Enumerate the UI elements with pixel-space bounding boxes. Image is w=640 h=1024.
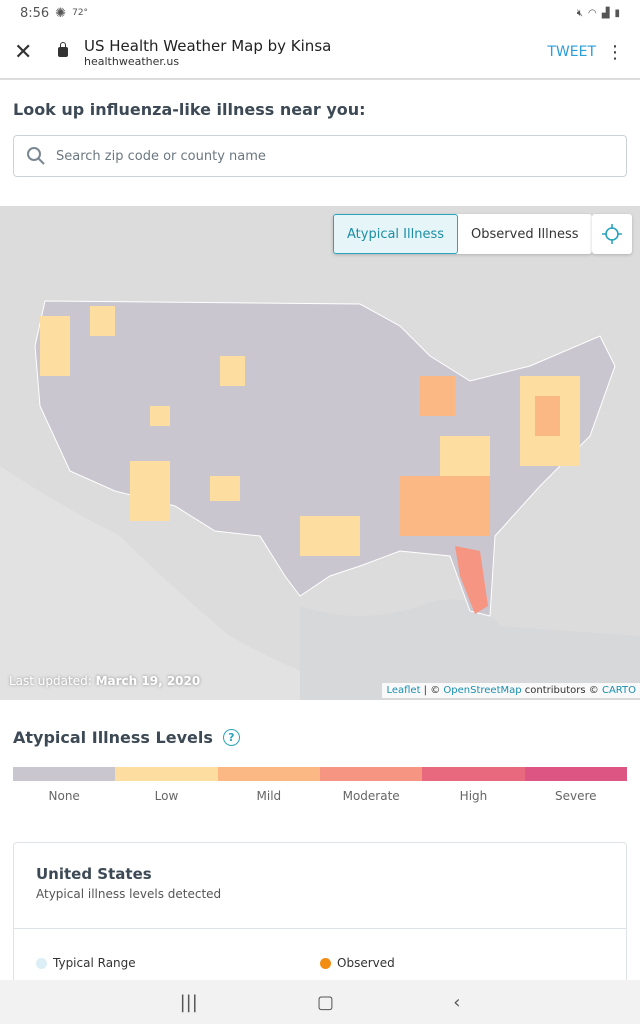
browser-toolbar: ✕ US Health Weather Map by Kinsa healthwe…	[0, 26, 640, 80]
levels-legend: Atypical Illness Levels? None Low Mild Mode…	[13, 728, 627, 803]
search-input[interactable]	[56, 148, 614, 164]
weather-icon: ✺	[55, 5, 67, 21]
lock-icon	[58, 42, 68, 57]
recent-apps-icon[interactable]: |||	[179, 991, 198, 1013]
status-bar: 8:56 ✺ 72° 🔇︎ ◠ ▟ ▮	[0, 0, 640, 26]
back-icon[interactable]: ‹	[453, 991, 461, 1013]
help-icon[interactable]: ?	[222, 729, 240, 746]
more-menu-icon[interactable]: ⋮	[606, 41, 624, 63]
level-high: High	[422, 767, 525, 803]
card-subtitle: Atypical illness levels detected	[36, 887, 222, 901]
level-mild: Mild	[217, 767, 320, 803]
level-label: High	[459, 789, 488, 803]
crosshair-icon	[602, 224, 622, 244]
search-icon	[27, 147, 45, 165]
level-swatch	[13, 767, 116, 781]
level-swatch	[524, 767, 627, 781]
tab-observed-illness[interactable]: Observed Illness	[471, 226, 579, 242]
mute-icon: 🔇︎	[576, 7, 584, 19]
time: 8:56	[20, 5, 50, 21]
level-swatch	[422, 767, 525, 781]
close-icon[interactable]: ✕	[14, 39, 33, 65]
legend-typical-range: Typical Range	[36, 956, 320, 970]
level-swatch	[217, 767, 320, 781]
card-title: United States	[36, 865, 152, 883]
tab-atypical-illness[interactable]: Atypical Illness	[333, 214, 459, 254]
temperature: 72°	[72, 8, 89, 18]
carto-link[interactable]: CARTO	[601, 685, 636, 696]
last-updated: Last updated: March 19, 2020	[9, 674, 201, 688]
android-nav-bar: ||| ▢ ‹	[0, 980, 640, 1024]
level-moderate: Moderate	[319, 767, 423, 803]
level-low: Low	[115, 767, 218, 803]
locate-button[interactable]	[592, 214, 632, 254]
levels-title: Atypical Illness Levels	[13, 728, 213, 747]
level-swatch	[115, 767, 218, 781]
level-label: Mild	[256, 789, 282, 803]
wifi-icon: ◠	[588, 7, 597, 19]
us-summary-card: United States Atypical illness levels det…	[13, 842, 627, 1002]
illness-map[interactable]: Atypical Illness Observed Illness Last u…	[0, 206, 640, 700]
search-box[interactable]	[13, 135, 627, 177]
level-none: None	[13, 767, 116, 803]
battery-icon: ▮	[614, 7, 620, 19]
page-title: US Health Weather Map by Kinsa	[84, 36, 332, 55]
signal-icon: ▟	[601, 7, 610, 19]
leaflet-link[interactable]: Leaflet	[386, 685, 421, 696]
level-label: Low	[154, 789, 179, 803]
home-icon[interactable]: ▢	[316, 991, 334, 1013]
tweet-button[interactable]: TWEET	[547, 44, 596, 60]
map-canvas	[0, 300, 640, 700]
lookup-heading: Look up influenza-like illness near you:	[13, 100, 366, 119]
page-url[interactable]: healthweather.us	[84, 54, 180, 68]
level-label: Severe	[555, 789, 597, 803]
level-label: None	[48, 789, 80, 803]
level-label: Moderate	[342, 789, 400, 803]
osm-link[interactable]: OpenStreetMap	[443, 685, 522, 696]
level-severe: Severe	[524, 767, 627, 803]
map-mode-toggle: Atypical Illness Observed Illness	[333, 214, 592, 254]
legend-observed: Observed	[320, 956, 604, 970]
level-swatch	[319, 767, 423, 781]
map-attribution: Leaflet | © OpenStreetMap contributors ©…	[382, 683, 640, 698]
